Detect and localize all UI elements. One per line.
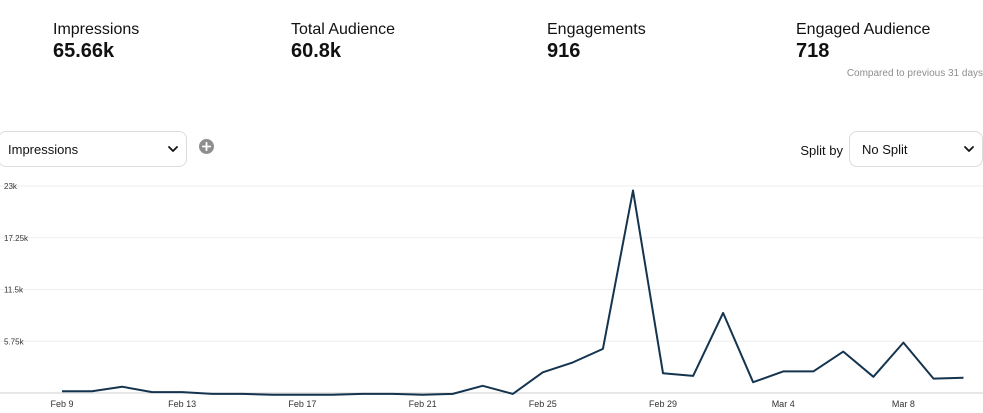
metric-select-value: Impressions bbox=[8, 141, 79, 157]
x-tick-label: Feb 29 bbox=[649, 399, 677, 409]
y-tick-label: 17.25k bbox=[4, 234, 29, 243]
y-tick-label: 23k bbox=[4, 182, 18, 191]
split-select[interactable]: No Split bbox=[849, 131, 983, 167]
metric-impressions: Impressions 65.66k bbox=[53, 20, 139, 62]
x-tick-label: Feb 9 bbox=[50, 399, 73, 409]
x-tick-label: Mar 4 bbox=[772, 399, 795, 409]
metric-value: 718 bbox=[796, 40, 830, 62]
split-by-label: Split by bbox=[800, 143, 843, 158]
plus-circle-icon[interactable] bbox=[199, 139, 214, 154]
x-tick-label: Feb 25 bbox=[529, 399, 557, 409]
metric-label: Total Audience bbox=[291, 21, 396, 38]
metric-total-audience: Total Audience 60.8k bbox=[291, 20, 395, 62]
x-tick-label: Feb 17 bbox=[288, 399, 316, 409]
impressions-line-chart: 5.75k 11.5k 17.25k 23k Feb 9 Feb 13 Feb 17 Feb… bbox=[0, 182, 983, 409]
metric-value: 65.66k bbox=[53, 40, 115, 62]
metric-select[interactable]: Impressions bbox=[0, 131, 187, 167]
series-line bbox=[62, 189, 964, 396]
chevron-down-icon bbox=[168, 146, 178, 152]
split-select-value: No Split bbox=[862, 141, 908, 157]
x-tick-label: Feb 21 bbox=[409, 399, 437, 409]
metric-label: Impressions bbox=[53, 21, 140, 38]
metric-label: Engagements bbox=[547, 21, 646, 38]
x-tick-label: Feb 13 bbox=[168, 399, 196, 409]
y-tick-label: 11.5k bbox=[4, 286, 24, 295]
x-tick-label: Mar 8 bbox=[892, 399, 915, 409]
metric-engagements: Engagements 916 bbox=[547, 20, 646, 62]
comparison-note: Compared to previous 31 days bbox=[846, 68, 983, 79]
y-tick-label: 5.75k bbox=[4, 337, 25, 346]
chevron-down-icon bbox=[964, 146, 974, 152]
metric-value: 60.8k bbox=[291, 40, 342, 62]
metric-value: 916 bbox=[547, 40, 581, 62]
metric-label: Engaged Audience bbox=[796, 21, 931, 38]
metric-engaged-audience: Engaged Audience 718 bbox=[796, 20, 930, 62]
